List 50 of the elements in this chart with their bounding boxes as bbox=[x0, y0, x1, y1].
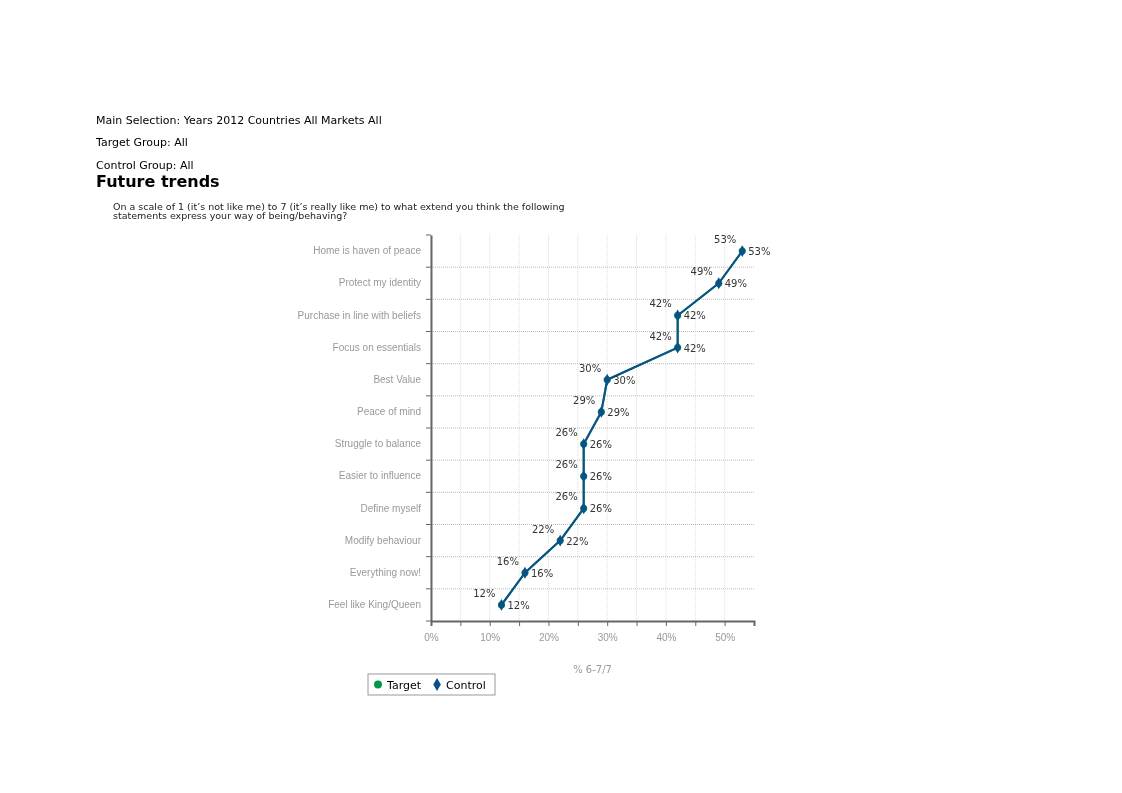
y-tick-label: Focus on essentials bbox=[332, 341, 421, 353]
data-label: 26% bbox=[555, 427, 578, 439]
data-label: 12% bbox=[473, 587, 496, 599]
y-tick-label: Easier to influence bbox=[338, 470, 422, 482]
data-label: 49% bbox=[724, 278, 747, 290]
x-tick-label: 50% bbox=[715, 632, 736, 643]
y-tick-label: Define myself bbox=[360, 502, 422, 514]
y-tick-label: Peace of mind bbox=[357, 406, 421, 418]
data-label: 42% bbox=[683, 310, 706, 322]
data-label: 26% bbox=[589, 503, 612, 515]
y-tick-label: Best Value bbox=[373, 373, 422, 385]
y-tick-label: Home is haven of peace bbox=[313, 245, 422, 257]
text: Control Group: All bbox=[96, 159, 194, 172]
x-tick-label: 10% bbox=[480, 632, 501, 643]
y-tick-label: Feel like King/Queen bbox=[328, 599, 421, 611]
y-tick-label: Struggle to balance bbox=[334, 438, 422, 450]
x-tick-label: 30% bbox=[597, 632, 618, 643]
data-label: 26% bbox=[555, 491, 578, 503]
y-tick-label: Modify behaviour bbox=[344, 534, 422, 546]
data-label: 42% bbox=[649, 330, 672, 342]
data-label: 26% bbox=[589, 439, 612, 451]
data-label: 30% bbox=[613, 374, 636, 386]
data-label: 42% bbox=[649, 298, 672, 310]
x-tick-label: 40% bbox=[656, 632, 677, 643]
data-label: 26% bbox=[555, 459, 578, 471]
legend-label: Target bbox=[386, 678, 422, 692]
data-label: 30% bbox=[578, 362, 602, 374]
data-label: 29% bbox=[573, 394, 596, 406]
data-label: 42% bbox=[683, 342, 706, 354]
data-label: 22% bbox=[531, 523, 555, 535]
legend-label: Control bbox=[446, 678, 486, 692]
text: On a scale of 1 (it’s not like me) to 7 (it’s really like me) to what extend you think the following statements express your way of being/behaving? bbox=[113, 201, 565, 221]
text: Main Selection: Years 2012 Countries All Markets All bbox=[96, 114, 382, 127]
data-label: 53% bbox=[714, 234, 737, 246]
text: Target Group: All bbox=[95, 136, 188, 149]
y-tick-label: Protect my identity bbox=[338, 277, 421, 289]
x-axis-title: % 6-7/7 bbox=[573, 664, 612, 675]
data-label: 26% bbox=[589, 471, 612, 483]
y-tick-label: Everything now! bbox=[349, 566, 421, 578]
data-label: 16% bbox=[530, 567, 554, 579]
data-label: 49% bbox=[690, 266, 713, 278]
data-label: 16% bbox=[496, 555, 519, 567]
data-label: 22% bbox=[566, 535, 589, 547]
x-tick-label: 0% bbox=[424, 632, 439, 643]
data-label: 53% bbox=[748, 246, 771, 258]
y-tick-label: Purchase in line with beliefs bbox=[297, 309, 421, 321]
x-tick-label: 20% bbox=[538, 632, 560, 643]
data-label: 12% bbox=[507, 599, 530, 611]
data-label: 29% bbox=[607, 406, 630, 418]
text: Future trends bbox=[96, 172, 220, 191]
